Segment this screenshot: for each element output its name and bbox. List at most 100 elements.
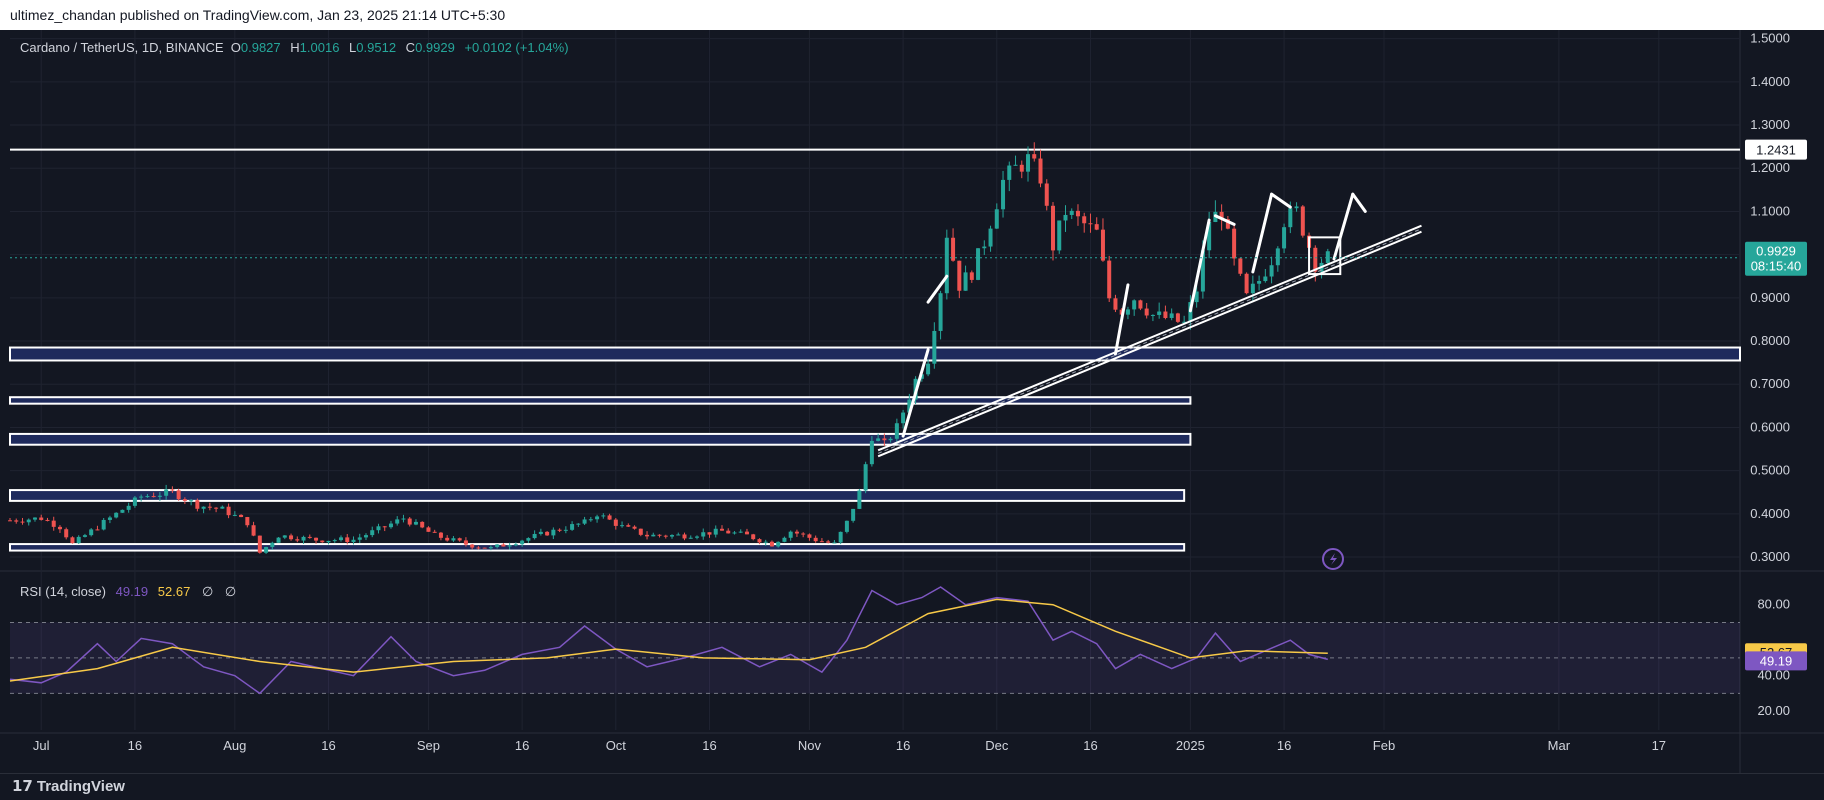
candle-body [1094, 224, 1099, 230]
high-value: 1.0016 [299, 40, 340, 55]
candle-body [226, 506, 231, 516]
candle-body [713, 528, 718, 535]
trendline-upper [877, 224, 1422, 452]
candle-body [1275, 248, 1280, 266]
candle-body [157, 495, 162, 497]
candle-body [89, 529, 94, 536]
candle-body [189, 500, 194, 502]
price-tick-label: 1.5000 [1750, 31, 1790, 46]
candle-body [114, 512, 119, 518]
candle-body [626, 525, 631, 527]
candle-body [951, 237, 956, 261]
candle-body [339, 537, 344, 541]
candle-body [801, 533, 806, 535]
candle-body [251, 525, 256, 536]
rsi-label: RSI (14, close) [20, 584, 106, 599]
candle-body [432, 531, 437, 533]
candle-body [888, 438, 893, 441]
footer-brand[interactable]: 𝟭𝟳 TradingView [0, 773, 1824, 799]
rsi-legend-value: 49.19 [115, 584, 149, 599]
candle-body [570, 524, 575, 530]
candle-body [1132, 300, 1137, 310]
support-zone [9, 543, 1186, 552]
candle-body [1294, 206, 1299, 209]
candle-body [1182, 321, 1187, 323]
candle-body [482, 547, 487, 549]
candle-body [1063, 214, 1068, 221]
candle-body [538, 531, 543, 534]
candle-body [1038, 158, 1043, 184]
time-tick-label: 17 [1652, 738, 1666, 753]
candle-body [1007, 165, 1012, 180]
annotation-arrow [1270, 192, 1292, 209]
candle-body [363, 535, 368, 538]
candle-body [407, 518, 412, 525]
candle-body [1163, 311, 1168, 318]
lightning-icon [1322, 548, 1344, 570]
candle-body [776, 541, 781, 547]
candle-body [1232, 228, 1237, 259]
candle-body [794, 531, 799, 534]
publish-text: ultimez_chandan published on TradingView… [10, 7, 506, 23]
candle-body [1207, 222, 1212, 251]
candle-body [445, 537, 450, 541]
candle-body [26, 519, 31, 523]
candle-body [382, 526, 387, 528]
open-value: 0.9827 [240, 40, 281, 55]
candle-body [520, 540, 525, 545]
candle-body [901, 412, 906, 424]
rsi-ma-legend-value: 52.67 [157, 584, 191, 599]
candle-body [863, 464, 868, 491]
candle-body [76, 536, 81, 544]
support-zone [9, 432, 1192, 446]
candle-body [301, 536, 306, 541]
candle-body [207, 506, 212, 508]
candle-body [607, 515, 612, 520]
candle-body [1032, 154, 1037, 159]
candle-body [1257, 281, 1262, 284]
candle-body [545, 531, 550, 536]
candle-body [907, 399, 912, 413]
candle-body [1282, 227, 1287, 249]
candle-body [257, 535, 262, 553]
price-chart-svg[interactable]: 1.50001.40001.30001.20001.10001.00000.90… [0, 30, 1824, 773]
time-tick-label: Nov [798, 738, 822, 753]
candle-body [357, 537, 362, 540]
time-tick-label: Aug [223, 738, 246, 753]
candle-body [220, 506, 225, 509]
highlight-box [1308, 236, 1342, 276]
candle-body [844, 520, 849, 532]
candle-body [326, 540, 331, 543]
candle-body [57, 526, 62, 530]
chart-area[interactable]: 1.50001.40001.30001.20001.10001.00000.90… [0, 30, 1824, 773]
rsi-value-tag-label: 49.19 [1760, 653, 1793, 668]
candle-body [969, 272, 974, 280]
candle-body [164, 489, 169, 496]
candle-body [126, 505, 131, 510]
candle-body [351, 539, 356, 542]
candle-body [8, 520, 12, 522]
candle-body [1194, 291, 1199, 303]
candle-body [395, 519, 400, 524]
candle-body [595, 516, 600, 520]
candle-body [588, 519, 593, 521]
annotation-arrow [1188, 218, 1211, 313]
candle-body [882, 438, 887, 441]
candle-body [151, 496, 156, 498]
candle-body [276, 537, 281, 543]
candle-body [744, 531, 749, 535]
lightning-icon-glyph [1330, 553, 1337, 565]
time-tick-label: Dec [985, 738, 1009, 753]
candle-body [701, 532, 706, 537]
time-tick-label: Feb [1373, 738, 1395, 753]
change-value: +0.0102 (+1.04%) [464, 40, 569, 55]
candle-body [1138, 300, 1143, 309]
rsi-placeholder-2: ∅ [224, 584, 237, 599]
candle-body [170, 489, 175, 491]
candle-body [988, 228, 993, 247]
support-zone [9, 396, 1192, 405]
time-tick-label: Oct [606, 738, 627, 753]
candle-body [145, 496, 150, 498]
candle-body [1325, 251, 1330, 263]
candle-body [613, 519, 618, 526]
